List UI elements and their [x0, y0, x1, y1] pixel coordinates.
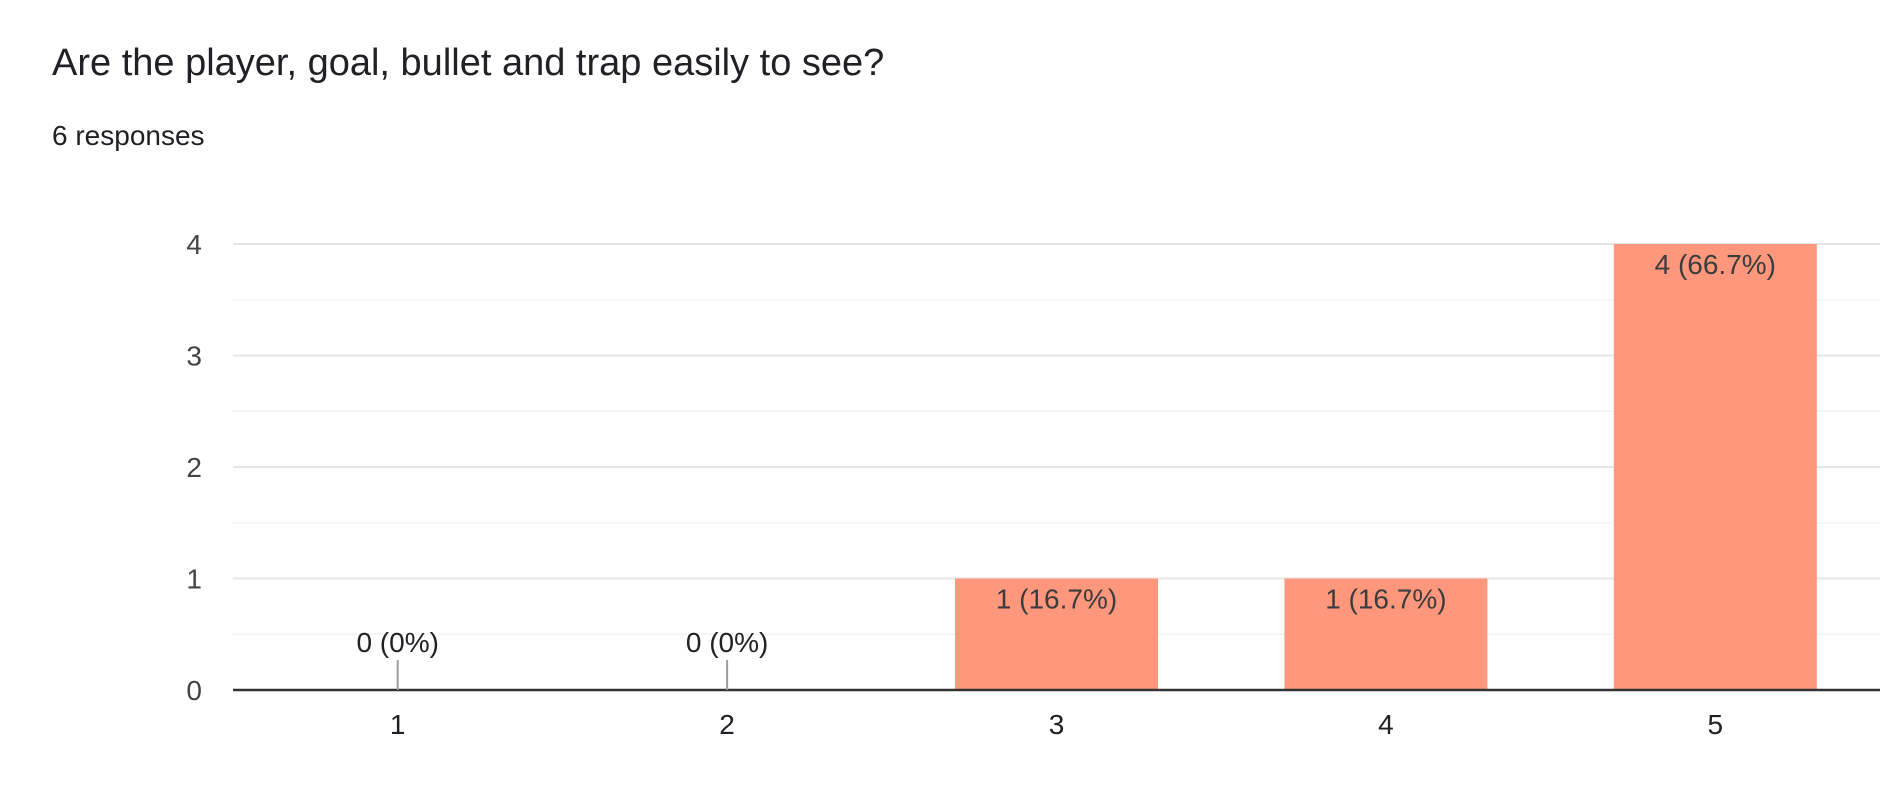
y-tick-label: 0 — [186, 675, 202, 706]
gridlines — [233, 243, 1880, 635]
x-tick-label: 1 — [390, 709, 406, 740]
y-tick-label: 3 — [186, 341, 202, 372]
x-tick-label: 4 — [1378, 709, 1394, 740]
response-count: 6 responses — [52, 120, 205, 151]
data-label: 1 (16.7%) — [996, 584, 1117, 615]
x-tick-label: 5 — [1708, 709, 1724, 740]
question-title: Are the player, goal, bullet and trap ea… — [52, 42, 885, 84]
data-label: 0 (0%) — [356, 627, 438, 658]
x-tick-label: 2 — [719, 709, 735, 740]
bar — [955, 578, 1158, 690]
data-label: 1 (16.7%) — [1325, 584, 1446, 615]
y-tick-label: 2 — [186, 452, 202, 483]
x-axis-ticks: 1 2 3 4 5 — [390, 709, 1723, 740]
data-label: 0 (0%) — [686, 627, 768, 658]
bar — [1284, 578, 1488, 690]
x-tick-label: 3 — [1049, 709, 1065, 740]
bars — [955, 244, 1817, 690]
data-label: 4 (66.7%) — [1655, 249, 1776, 280]
y-tick-label: 1 — [186, 564, 202, 595]
data-labels: 0 (0%) 0 (0%) 1 (16.7%) 1 (16.7%) 4 (66.7%) — [356, 249, 1776, 690]
y-axis-ticks: 0 1 2 3 4 — [186, 229, 202, 706]
y-tick-label: 4 — [186, 229, 202, 260]
bar — [1613, 244, 1817, 690]
